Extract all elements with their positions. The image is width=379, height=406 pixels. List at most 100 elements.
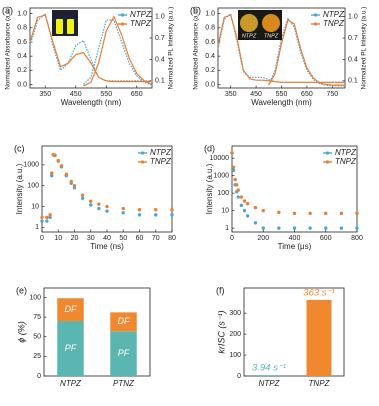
decay-point: [308, 226, 312, 230]
decay-point: [234, 183, 239, 187]
segment-label: DF: [118, 316, 130, 326]
x-tick-label: 80: [168, 235, 176, 242]
x-tick-label: 30: [87, 235, 95, 242]
decay-point: [308, 211, 312, 216]
legend-marker: [325, 151, 330, 155]
decay-point: [50, 174, 54, 178]
decay-point: [324, 226, 328, 230]
x-tick-label: 600: [320, 235, 332, 242]
x-axis-title: Time (ns): [90, 242, 124, 251]
bar-segment: [110, 312, 137, 332]
segment-label: PF: [118, 348, 130, 358]
y2-tick-label: 0.4: [348, 56, 358, 63]
x-tick-label: NTPZ: [60, 379, 82, 388]
y-tick-label: 0.4: [17, 53, 27, 60]
y-tick-label: 0.6: [17, 39, 27, 46]
y2-axis-title: Normalized PL Intensity (a.u.): [168, 7, 175, 90]
y-tick-label: 10: [31, 203, 39, 210]
y-tick-label: 25: [33, 353, 41, 360]
decay-point: [97, 206, 101, 211]
spectrum-line: [83, 15, 153, 87]
panel-label: (b): [190, 5, 201, 15]
y-tick-label: 0.0: [17, 81, 27, 88]
x-tick-label: 20: [71, 235, 79, 242]
x-tick-label: 60: [136, 235, 144, 242]
x-axis-title: Wavelength (nm): [251, 98, 312, 107]
y2-tick-label: 1.0: [348, 13, 358, 20]
y-tick-label: 200: [229, 331, 241, 338]
decay-point: [236, 195, 240, 199]
y2-tick-label: 0.4: [155, 56, 165, 63]
panel-label: (a): [2, 5, 13, 15]
y-tick-label: 1000: [23, 162, 39, 169]
legend-marker: [120, 22, 125, 26]
x-tick-label: 10: [54, 235, 62, 242]
x-tick-label: 450: [250, 91, 262, 98]
y-tick-label: 0.2: [17, 67, 27, 74]
decay-point: [292, 211, 297, 216]
y-tick-label: 1.0: [205, 11, 215, 18]
x-tick-label: 350: [39, 91, 51, 98]
y2-tick-label: 0.7: [348, 35, 358, 42]
legend-marker: [140, 151, 145, 155]
y-tick-label: 1: [35, 224, 39, 231]
decay-point: [339, 226, 344, 230]
x-tick-label: 0: [230, 235, 234, 242]
y-tick-label: 0: [237, 373, 241, 380]
decay-point: [230, 151, 234, 155]
x-tick-label: 550: [276, 91, 288, 98]
decay-point: [56, 158, 60, 163]
x-tick-label: 350: [225, 91, 237, 98]
decay-point: [324, 211, 328, 216]
y2-tick-label: 0.1: [348, 78, 358, 85]
legend-marker: [120, 13, 125, 17]
decay-point: [89, 203, 93, 207]
y-axis-title: Intensity (a.u.): [15, 163, 24, 214]
x-tick-label: 200: [257, 235, 269, 242]
y-tick-label: 1.0: [17, 11, 27, 18]
decay-point: [45, 215, 49, 220]
panel-label: (e): [16, 285, 27, 295]
y-tick-label: 0.6: [205, 39, 215, 46]
decay-point: [239, 203, 244, 208]
decay-point: [170, 208, 174, 212]
x-tick-label: NTPZ: [259, 379, 281, 388]
panel-label: (d): [204, 143, 215, 153]
decay-point: [261, 208, 265, 213]
decay-point: [137, 208, 142, 212]
x-tick-label: 750: [326, 91, 338, 98]
spectrum-line: [217, 14, 345, 83]
spectrum-line: [29, 12, 152, 82]
decay-point: [154, 213, 158, 217]
decay-point: [80, 193, 85, 197]
decay-point: [105, 209, 109, 213]
decay-point: [231, 165, 236, 170]
decay-point: [64, 172, 69, 177]
y-tick-label: 100: [217, 190, 229, 197]
y-tick-label: 0: [37, 373, 41, 380]
plot-frame: [29, 7, 153, 89]
x-tick-label: TNPZ: [309, 379, 331, 388]
sample-disc: [262, 14, 280, 32]
y2-tick-label: 0.1: [155, 78, 165, 85]
decay-point: [242, 208, 247, 213]
legend-marker: [313, 13, 318, 17]
legend-label: TNPZ: [323, 19, 345, 28]
value-label: 363 s⁻¹: [303, 287, 334, 298]
decay-point: [53, 153, 57, 157]
x-tick-label: 70: [152, 235, 160, 242]
segment-label: DF: [65, 304, 77, 314]
bar-segment: [57, 298, 84, 321]
plot-frame: [243, 287, 345, 377]
decay-point: [253, 221, 258, 225]
decay-point: [170, 213, 174, 217]
decay-point: [355, 211, 359, 216]
inset-label: TNPZ: [264, 33, 279, 39]
decay-point: [253, 205, 258, 210]
decay-point: [105, 204, 109, 209]
x-tick-label: 650: [301, 91, 313, 98]
decay-point: [277, 210, 281, 215]
x-tick-label: 50: [119, 235, 127, 242]
legend-label: NTPZ: [150, 148, 172, 157]
